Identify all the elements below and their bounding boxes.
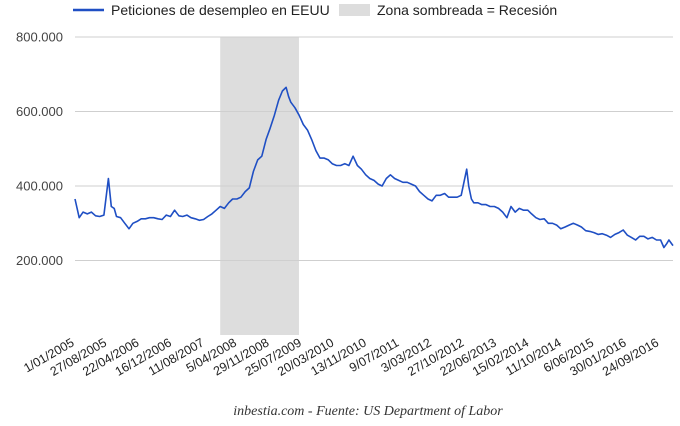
y-axis: 200.000 400.000 600.000 800.000 [16,30,63,269]
x-axis: 1/01/200527/08/200522/04/200616/12/20061… [21,335,661,378]
y-tick-label: 600.000 [16,104,63,119]
y-tick-label: 200.000 [16,253,63,268]
series-line [74,86,674,249]
y-tick-label: 800.000 [16,30,63,45]
y-tick-label: 400.000 [16,179,63,194]
legend-recession-label: Zona sombreada = Recesión [377,2,557,18]
gridlines [75,36,673,261]
legend-recession-swatch [339,4,370,16]
legend: Peticiones de desempleo en EEUU Zona som… [73,2,557,18]
legend-series-label: Peticiones de desempleo en EEUU [111,2,330,18]
source-caption: inbestia.com - Fuente: US Department of … [233,404,503,419]
